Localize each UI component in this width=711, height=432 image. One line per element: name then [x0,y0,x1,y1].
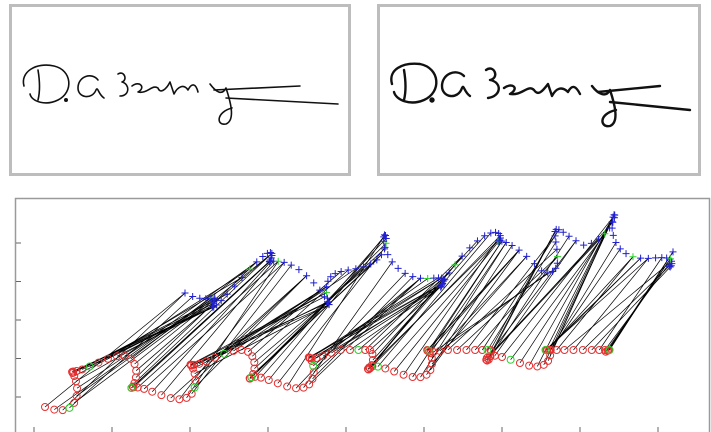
figure [0,0,711,432]
signature-panel [379,6,700,175]
page: (() => { const data = JSON.parse(documen… [0,0,711,432]
signature-panel [11,6,350,175]
